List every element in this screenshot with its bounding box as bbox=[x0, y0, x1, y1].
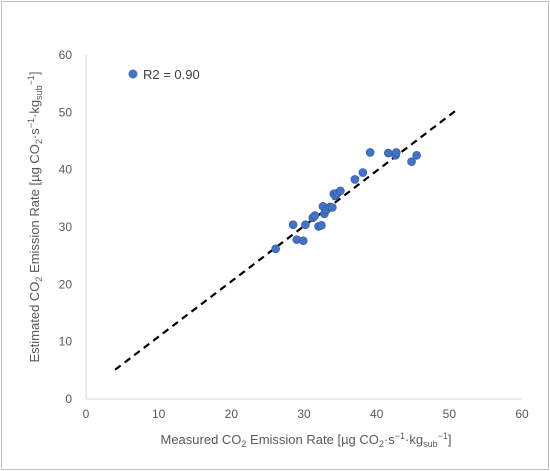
data-point bbox=[271, 244, 280, 254]
data-point bbox=[383, 148, 393, 158]
y-tick-label: 50 bbox=[59, 105, 73, 119]
data-point bbox=[365, 148, 375, 157]
y-tick-label: 30 bbox=[59, 220, 73, 234]
data-point bbox=[407, 157, 416, 166]
x-tick-label: 10 bbox=[152, 407, 166, 421]
data-point bbox=[328, 203, 337, 212]
y-tick-label: 40 bbox=[59, 163, 73, 177]
trendline-group bbox=[114, 109, 458, 371]
x-tick-label: 40 bbox=[370, 407, 384, 421]
x-tick-label: 50 bbox=[443, 407, 457, 421]
y-tick-label: 20 bbox=[59, 277, 73, 291]
legend-marker bbox=[128, 69, 138, 79]
data-point bbox=[391, 148, 401, 157]
y-tick-label: 0 bbox=[65, 392, 72, 406]
data-point bbox=[358, 168, 368, 177]
x-tick-label: 20 bbox=[225, 407, 239, 421]
data-point bbox=[301, 220, 310, 230]
tick-labels: 0 10 20 30 40 50 60 0 10 20 30 40 50 60 bbox=[59, 48, 529, 421]
x-tick-label: 30 bbox=[297, 407, 311, 421]
x-tick-label: 60 bbox=[515, 407, 529, 421]
data-point bbox=[288, 220, 298, 230]
data-points bbox=[271, 148, 421, 254]
legend-label: R2 = 0.90 bbox=[143, 67, 200, 82]
axes bbox=[85, 55, 522, 400]
y-tick-label: 60 bbox=[59, 48, 73, 62]
data-point bbox=[336, 186, 345, 196]
y-tick-label: 10 bbox=[59, 335, 73, 349]
x-axis-title: Measured CO2 Emission Rate [µg CO2·s−1·k… bbox=[160, 431, 451, 449]
data-point bbox=[298, 236, 308, 246]
data-point bbox=[412, 151, 421, 160]
data-point bbox=[317, 220, 326, 230]
trendline bbox=[114, 109, 458, 371]
x-tick-label: 0 bbox=[83, 407, 90, 421]
data-point bbox=[310, 211, 320, 220]
y-axis-title: Estimated CO2 Emission Rate [µg CO2·s−1·… bbox=[26, 71, 44, 362]
data-point bbox=[350, 175, 360, 184]
